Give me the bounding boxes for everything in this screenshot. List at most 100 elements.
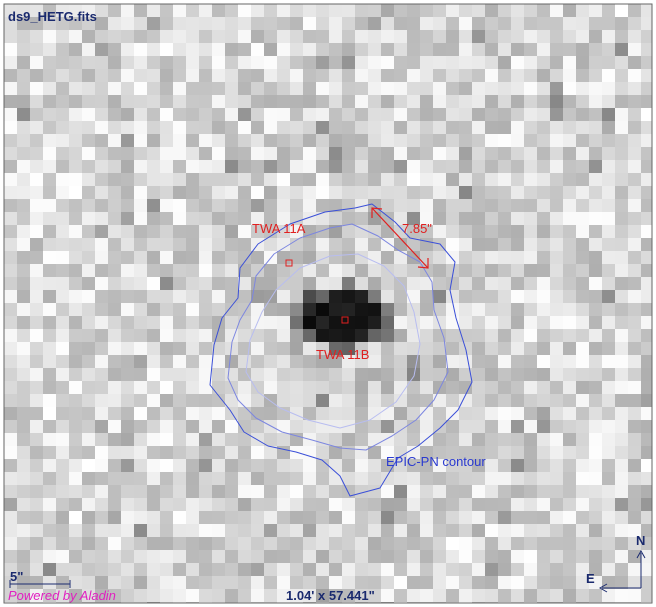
pixel	[511, 160, 524, 173]
pixel	[641, 407, 652, 420]
pixel	[4, 524, 17, 537]
pixel	[589, 589, 602, 602]
pixel	[251, 368, 264, 381]
pixel	[56, 186, 69, 199]
pixel	[485, 472, 498, 485]
image-pixels	[4, 4, 652, 603]
pixel	[563, 173, 576, 186]
pixel	[550, 355, 563, 368]
pixel	[628, 82, 641, 95]
pixel	[355, 212, 368, 225]
pixel	[537, 108, 550, 121]
pixel	[381, 290, 394, 303]
pixel	[576, 303, 589, 316]
pixel	[485, 537, 498, 550]
pixel	[355, 17, 368, 30]
pixel	[615, 82, 628, 95]
pixel	[121, 316, 134, 329]
pixel	[602, 277, 615, 290]
pixel	[459, 17, 472, 30]
label-twa-11b: TWA 11B	[316, 347, 369, 362]
pixel	[134, 485, 147, 498]
pixel	[316, 30, 329, 43]
pixel	[251, 576, 264, 589]
pixel	[407, 550, 420, 563]
pixel	[225, 56, 238, 69]
pixel	[407, 121, 420, 134]
pixel	[264, 160, 277, 173]
pixel	[628, 589, 641, 602]
pixel	[615, 511, 628, 524]
pixel	[641, 251, 652, 264]
pixel	[290, 69, 303, 82]
pixel	[420, 537, 433, 550]
pixel	[69, 173, 82, 186]
pixel	[160, 329, 173, 342]
pixel	[485, 199, 498, 212]
pixel	[550, 134, 563, 147]
pixel	[576, 498, 589, 511]
pixel	[576, 121, 589, 134]
pixel	[316, 511, 329, 524]
pixel	[43, 277, 56, 290]
pixel	[160, 4, 173, 17]
pixel	[446, 563, 459, 576]
pixel	[615, 173, 628, 186]
pixel	[446, 394, 459, 407]
pixel	[524, 277, 537, 290]
pixel	[472, 433, 485, 446]
pixel	[108, 368, 121, 381]
pixel	[342, 329, 355, 342]
pixel	[69, 108, 82, 121]
pixel	[329, 472, 342, 485]
pixel	[147, 303, 160, 316]
pixel	[368, 43, 381, 56]
pixel	[563, 576, 576, 589]
pixel	[355, 264, 368, 277]
pixel	[641, 329, 652, 342]
pixel	[173, 212, 186, 225]
pixel	[329, 30, 342, 43]
pixel	[316, 264, 329, 277]
pixel	[108, 563, 121, 576]
pixel	[173, 472, 186, 485]
pixel	[368, 303, 381, 316]
pixel	[524, 147, 537, 160]
pixel	[329, 381, 342, 394]
pixel	[264, 589, 277, 602]
pixel	[615, 56, 628, 69]
pixel	[69, 186, 82, 199]
pixel	[563, 147, 576, 160]
pixel	[82, 43, 95, 56]
pixel	[459, 30, 472, 43]
pixel	[199, 420, 212, 433]
pixel	[134, 329, 147, 342]
pixel	[485, 69, 498, 82]
pixel	[69, 368, 82, 381]
pixel	[446, 407, 459, 420]
pixel	[420, 550, 433, 563]
pixel	[394, 355, 407, 368]
pixel	[95, 303, 108, 316]
pixel	[264, 199, 277, 212]
pixel	[433, 550, 446, 563]
pixel	[472, 225, 485, 238]
pixel	[316, 485, 329, 498]
pixel	[82, 277, 95, 290]
pixel	[186, 43, 199, 56]
pixel	[316, 381, 329, 394]
pixel	[225, 563, 238, 576]
pixel	[225, 160, 238, 173]
pixel	[459, 472, 472, 485]
pixel	[381, 511, 394, 524]
pixel	[459, 82, 472, 95]
pixel	[82, 485, 95, 498]
pixel	[43, 537, 56, 550]
pixel	[524, 589, 537, 602]
pixel	[160, 225, 173, 238]
pixel	[641, 433, 652, 446]
pixel	[238, 459, 251, 472]
pixel	[563, 30, 576, 43]
pixel	[485, 394, 498, 407]
pixel	[550, 524, 563, 537]
